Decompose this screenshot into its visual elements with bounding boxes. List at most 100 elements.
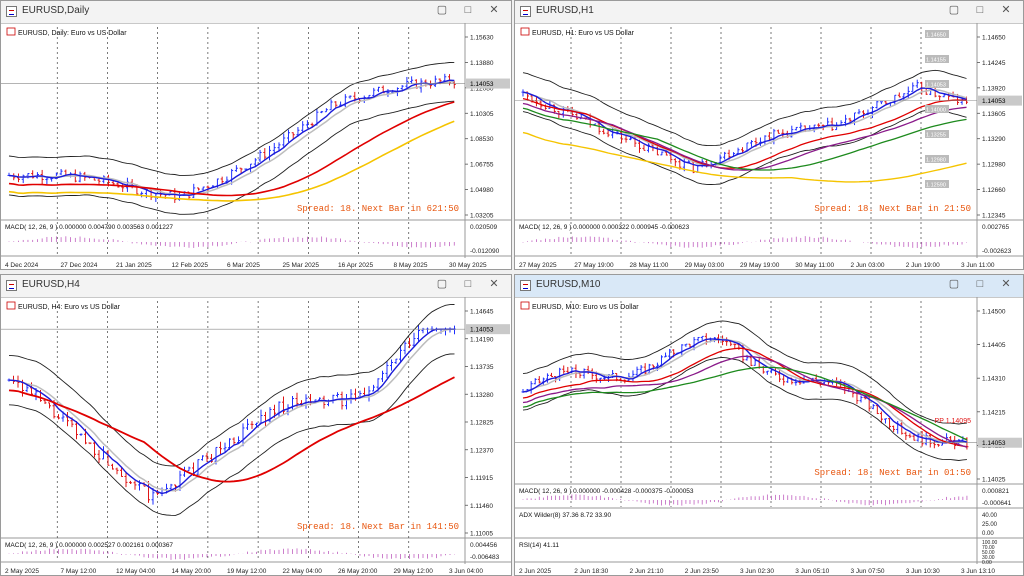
current-price-label: 1.14053 — [982, 440, 1006, 447]
current-price-label: 1.14053 — [470, 327, 494, 334]
price-tag-box — [925, 30, 949, 38]
price-axis-label: 1.13920 — [982, 85, 1006, 92]
time-axis-label: 2 Jun 2025 — [519, 568, 552, 575]
chart-canvas[interactable]: EURUSD, H4: Euro vs US Dollar Spread: 18.… — [1, 297, 511, 575]
minimize-button[interactable]: ▢ — [948, 4, 960, 16]
close-button[interactable]: ✕ — [489, 278, 499, 290]
maximize-button[interactable]: □ — [976, 278, 984, 290]
window-title: EURUSD,H1 — [536, 5, 594, 16]
rsi-label: RSI(14) 41.11 — [519, 542, 559, 549]
symbol-icon — [520, 27, 530, 36]
price-tag-box — [925, 155, 949, 163]
price-axis-label: 1.13290 — [982, 136, 1006, 143]
macd-label: MACD( 12, 26, 9 ) 0.000000 0.004790 0.00… — [5, 224, 173, 231]
time-axis-label: 2 May 2025 — [5, 568, 39, 575]
close-button[interactable]: ✕ — [1001, 278, 1011, 290]
time-axis-label: 28 May 11:00 — [630, 262, 669, 269]
ma-100-line — [8, 101, 455, 197]
fast-moving-average — [522, 338, 968, 444]
chart-canvas[interactable]: EURUSD, M10: Euro vs US Dollar Spread: 18… — [515, 297, 1023, 575]
time-axis-label: 27 May 19:00 — [574, 262, 614, 269]
ma-red-line — [522, 97, 967, 169]
price-axis-label: 1.14025 — [982, 477, 1006, 484]
current-price-box — [978, 437, 1022, 448]
ma-purple-line — [522, 355, 968, 448]
maximize-button[interactable]: □ — [464, 4, 472, 16]
time-axis-label: 2 Jun 19:00 — [906, 262, 940, 269]
price-axis-label: 1.14500 — [982, 309, 1006, 316]
price-axis-label: 1.12980 — [982, 162, 1006, 169]
price-tag-label: 1.14155 — [926, 58, 946, 64]
spread-countdown: Spread: 18. Next Bar in 01:50 — [814, 468, 971, 478]
time-axis-label: 14 May 20:00 — [172, 568, 212, 575]
price-axis-label: 1.14215 — [982, 409, 1006, 416]
maximize-button[interactable]: □ — [464, 278, 472, 290]
window-title: EURUSD,M10 — [536, 279, 601, 290]
bollinger-lower-band — [8, 353, 455, 516]
macd-label: MACD( 12, 26, 9 ) 0.000000 0.000322 0.00… — [519, 224, 690, 231]
chart-canvas[interactable]: EURUSD, Daily: Euro vs US Dollar Spread: … — [1, 23, 511, 269]
minimize-button[interactable]: ▢ — [436, 278, 448, 290]
time-axis-label: 3 Jun 11:00 — [961, 262, 995, 269]
price-axis-label: 1.13880 — [470, 60, 494, 67]
time-axis-label: 26 May 20:00 — [338, 568, 378, 575]
close-button[interactable]: ✕ — [489, 4, 499, 16]
chart-canvas[interactable]: EURUSD, H1: Euro vs US Dollar Spread: 18.… — [515, 23, 1023, 269]
price-axis-label: 1.15630 — [470, 35, 494, 42]
minimize-button[interactable]: ▢ — [948, 278, 960, 290]
price-axis-label: 1.14645 — [470, 309, 494, 316]
chart-window-icon — [6, 6, 17, 17]
title-bar[interactable]: EURUSD,H4 ▢ □ ✕ — [1, 275, 511, 298]
bollinger-upper-band — [522, 69, 967, 147]
time-axis-label: 2 Jun 18:30 — [574, 568, 608, 575]
time-axis-label: 3 Jun 13:10 — [961, 568, 995, 575]
minimize-button[interactable]: ▢ — [436, 4, 448, 16]
window-title: EURUSD,H4 — [22, 279, 80, 290]
time-axis-label: 22 May 04:00 — [283, 568, 323, 575]
price-axis-label: 1.12080 — [470, 85, 494, 92]
price-axis-label: 1.13280 — [470, 392, 494, 399]
price-axis-label: 1.14310 — [982, 376, 1006, 383]
spread-countdown: Spread: 18. Next Bar in 21:50 — [814, 204, 971, 214]
adx-label: ADX Wilder(8) 37.36 8.72 33.90 — [519, 512, 612, 519]
adx-axis-label: 0.00 — [982, 531, 994, 537]
ma-200-line — [8, 120, 455, 202]
bollinger-lower-band — [522, 108, 967, 185]
spread-countdown: Spread: 18. Next Bar in 141:50 — [297, 522, 459, 532]
title-bar[interactable]: EURUSD,M10 ▢ □ ✕ — [515, 275, 1023, 298]
symbol-icon — [6, 27, 16, 36]
ma-yellow-line — [522, 131, 967, 183]
price-axis-label: 1.12825 — [470, 420, 494, 427]
maximize-button[interactable]: □ — [976, 4, 984, 16]
price-axis-label: 1.14245 — [982, 60, 1006, 67]
ma-red-line — [8, 376, 455, 483]
time-axis-label: 3 Jun 05:10 — [795, 568, 829, 575]
bollinger-lower-band — [8, 100, 455, 215]
time-axis-label: 12 Feb 2025 — [172, 262, 209, 269]
time-axis-label: 7 May 12:00 — [61, 568, 97, 575]
title-bar[interactable]: EURUSD,Daily ▢ □ ✕ — [1, 1, 511, 24]
time-axis-label: 27 May 2025 — [519, 262, 557, 269]
price-tag-label: 1.12590 — [926, 183, 946, 189]
current-price-box — [466, 324, 510, 335]
time-axis-label: 2 Jun 23:50 — [685, 568, 719, 575]
symbol-icon — [520, 301, 530, 310]
time-axis-label: 3 Jun 07:50 — [851, 568, 885, 575]
chart-window-h4[interactable]: EURUSD,H4 ▢ □ ✕ EURUSD, H4: Euro vs US Dol… — [0, 274, 512, 576]
ma-purple-line — [522, 102, 967, 171]
chart-window-daily[interactable]: EURUSD,Daily ▢ □ ✕ EURUSD, Daily: Euro vs … — [0, 0, 512, 270]
rsi-axis-label: 100.00 — [982, 540, 998, 546]
spread-countdown: Spread: 18. Next Bar in 621:50 — [297, 204, 459, 214]
price-tag-label: 1.14650 — [926, 33, 946, 39]
close-button[interactable]: ✕ — [1001, 4, 1011, 16]
price-tag-box — [925, 55, 949, 63]
time-axis-label: 2 Jun 03:00 — [851, 262, 885, 269]
macd-axis-label: 0.020509 — [470, 224, 497, 231]
chart-window-m10[interactable]: EURUSD,M10 ▢ □ ✕ EURUSD, M10: Euro vs US D… — [514, 274, 1024, 576]
chart-header: EURUSD, M10: Euro vs US Dollar — [532, 304, 639, 311]
rsi-axis-label: 50.00 — [982, 550, 995, 556]
time-axis-label: 16 Apr 2025 — [338, 262, 373, 269]
chart-window-h1[interactable]: EURUSD,H1 ▢ □ ✕ EURUSD, H1: Euro vs US Dol… — [514, 0, 1024, 270]
rsi-axis-label: 0.00 — [982, 560, 992, 566]
title-bar[interactable]: EURUSD,H1 ▢ □ ✕ — [515, 1, 1023, 24]
